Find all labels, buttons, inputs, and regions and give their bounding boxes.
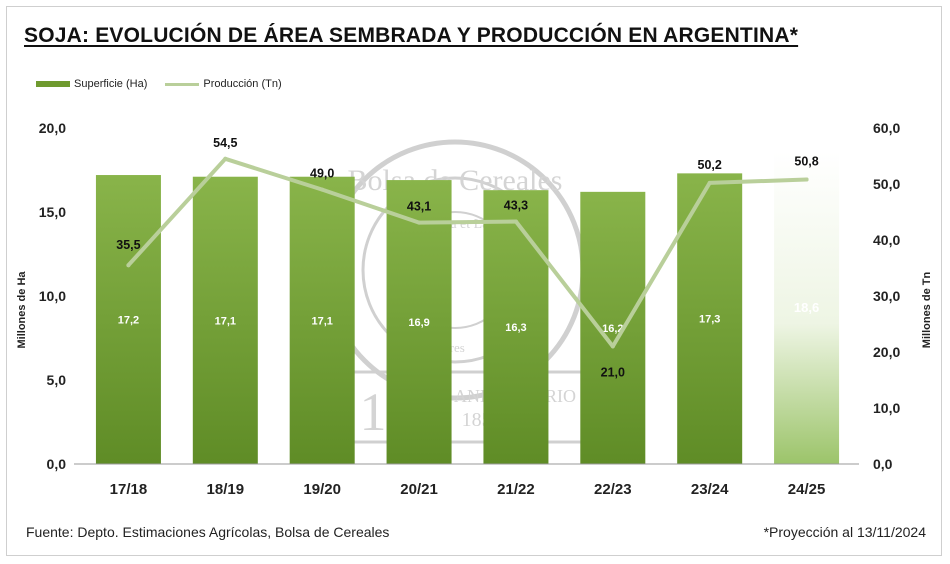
legend-item-superficie: Superficie (Ha) [36, 78, 147, 90]
bar-24-25 [774, 151, 840, 464]
produccion-point [223, 156, 228, 161]
x-category-label: 21/22 [497, 481, 535, 498]
y-left-tick-label: 20,0 [39, 120, 66, 136]
bar-value-label: 17,2 [118, 315, 139, 327]
produccion-point [320, 187, 325, 192]
produccion-value-label: 21,0 [601, 365, 625, 379]
produccion-value-label: 49,0 [310, 167, 334, 181]
produccion-value-label: 50,2 [698, 158, 722, 172]
produccion-point [610, 344, 615, 349]
legend-line-label: Producción (Tn) [203, 78, 282, 90]
bar-17-18 [95, 175, 161, 465]
produccion-point [126, 263, 131, 268]
y-right-axis-title: Millones de Tn [921, 272, 933, 349]
produccion-point [417, 220, 422, 225]
watermark-seal: Bolsa de Cereales Constantia et Labore B… [320, 139, 594, 444]
y-right-tick-label: 60,0 [873, 120, 900, 136]
source-note: Fuente: Depto. Estimaciones Agrícolas, B… [26, 524, 390, 540]
x-category-label: 18/19 [207, 481, 245, 498]
produccion-value-label: 35,5 [116, 238, 140, 252]
bar-value-label: 16,9 [408, 317, 429, 329]
y-left-tick-label: 10,0 [39, 288, 66, 304]
produccion-value-label: 54,5 [213, 136, 237, 150]
x-category-label: 17/18 [110, 481, 148, 498]
legend: Superficie (Ha) Producción (Tn) [36, 78, 282, 90]
projection-footnote: *Proyección al 13/11/2024 [763, 524, 926, 540]
y-right-tick-label: 40,0 [873, 232, 900, 248]
bar-value-label: 18,6 [794, 300, 819, 315]
legend-bar-swatch [36, 81, 70, 87]
produccion-value-label: 43,1 [407, 200, 431, 214]
produccion-point [707, 180, 712, 185]
produccion-value-label: 43,3 [504, 199, 528, 213]
y-left-axis-title: Millones de Ha [16, 271, 28, 349]
y-left-tick-label: 0,0 [47, 456, 67, 472]
x-category-label: 24/25 [788, 481, 826, 498]
y-right-tick-label: 0,0 [873, 456, 893, 472]
x-category-label: 19/20 [303, 481, 341, 498]
legend-bar-label: Superficie (Ha) [74, 78, 148, 90]
bar-21-22 [483, 190, 549, 464]
bar-20-21 [386, 180, 452, 464]
x-category-label: 20/21 [400, 481, 438, 498]
y-right-tick-label: 20,0 [873, 344, 900, 360]
bar-value-label: 17,3 [699, 314, 720, 326]
bar-22-23 [580, 191, 646, 464]
bar-value-label: 17,1 [311, 315, 332, 327]
y-right-tick-label: 10,0 [873, 400, 900, 416]
produccion-point [513, 219, 518, 224]
y-right-tick-label: 30,0 [873, 288, 900, 304]
bar-19-20 [289, 176, 355, 464]
bar-value-label: 17,1 [215, 315, 236, 327]
bar-18-19 [192, 176, 258, 464]
produccion-point [804, 177, 809, 182]
chart-title: SOJA: EVOLUCIÓN DE ÁREA SEMBRADA Y PRODU… [24, 24, 799, 47]
y-right-tick-label: 50,0 [873, 176, 900, 192]
legend-line-swatch [165, 82, 200, 86]
x-category-label: 23/24 [691, 481, 729, 498]
x-category-label: 22/23 [594, 481, 632, 498]
bar-value-label: 16,3 [505, 322, 526, 334]
y-left-tick-label: 15,0 [39, 204, 66, 220]
produccion-value-label: 50,8 [794, 155, 818, 169]
produccion-line [126, 156, 809, 349]
legend-item-produccion: Producción (Tn) [165, 78, 282, 90]
bar-value-label: 16,2 [602, 323, 623, 335]
y-left-tick-label: 5,0 [47, 372, 67, 388]
